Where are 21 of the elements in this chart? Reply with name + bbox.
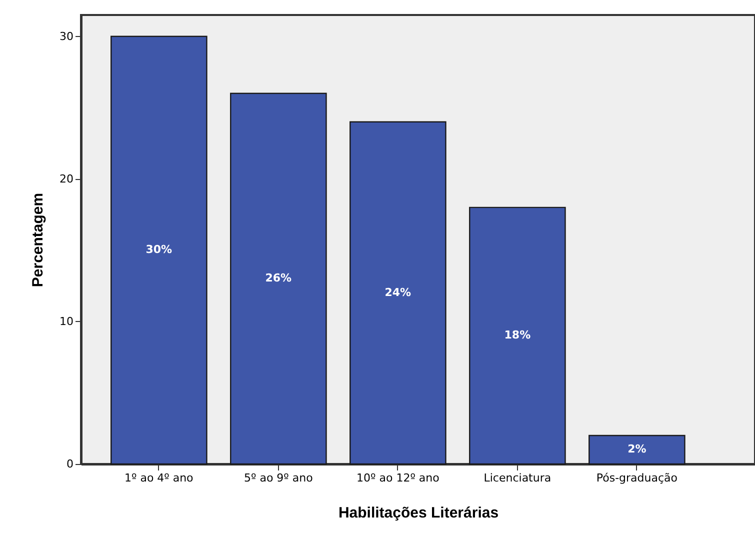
x-tick-label: 1º ao 4º ano [124,472,194,484]
bar [230,92,327,465]
data-label: 30% [146,243,172,256]
x-tick-label: Pós-graduação [596,472,678,484]
bar [350,121,446,465]
bar [588,434,686,465]
x-axis-title: Habilitações Literárias [338,504,499,522]
data-label: 18% [504,328,531,342]
y-axis-title: Percentagem [30,192,47,288]
y-tick-label: 30 [60,30,74,43]
data-label: 2% [628,442,646,456]
data-label: 26% [265,272,292,285]
bar [469,206,566,465]
y-tick-label: 0 [66,458,74,470]
y-tick-label: 20 [60,172,74,186]
bar [110,36,208,465]
x-tick-label: 10º ao 12º ano [356,472,440,484]
data-label: 24% [384,286,412,299]
y-tick-label: 10 [60,314,74,328]
x-tick-label: Licenciatura [484,472,552,484]
x-tick-label: 5º ao 9º ano [244,472,314,484]
